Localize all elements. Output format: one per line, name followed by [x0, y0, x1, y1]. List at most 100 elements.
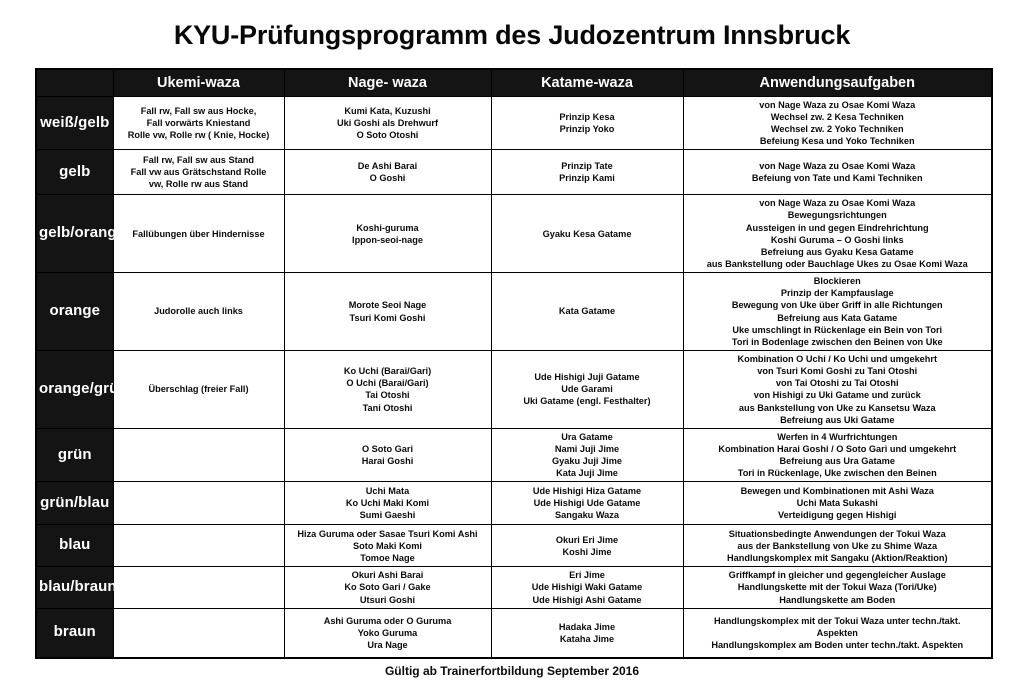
cell-anwendungsaufgaben: Bewegen und Kombinationen mit Ashi Waza U… [682, 481, 993, 526]
belt-rank-line: grün [57, 445, 92, 463]
belt-rank-cell: gelb/orange [35, 194, 125, 274]
cell-line: Tani Otoshi [362, 402, 413, 413]
cell-line: O Goshi [369, 173, 406, 184]
cell-ukemi-waza: Fallübungen über Hindernisse [112, 194, 285, 274]
cell-line: Utsuri Goshi [359, 594, 416, 605]
cell-anwendungsaufgaben: Werfen in 4 Wurfrichtungen Kombination Ha… [682, 427, 993, 483]
cell-line: Morote Seoi Nage [348, 300, 427, 311]
cell-katame-waza: Ude Hishigi Juji Gatame Ude Garami Uki Gat… [490, 349, 684, 429]
cell-line: Handlungskomplex mit Sangaku (Aktion/Rea… [726, 552, 948, 563]
cell-nage-waza: Hiza Guruma oder Sasae Tsuri Komi Ashi So… [283, 524, 492, 568]
cell-line: O Soto Gari [361, 443, 414, 454]
cell-ukemi-waza: Überschlag (freier Fall) [112, 349, 285, 429]
cell-line: Koshi-guruma [356, 222, 419, 233]
cell-katame-waza: Eri Jime Ude Hishigi Waki Gatame Ude Hishi… [490, 566, 684, 609]
cell-line: Ude Hishigi Waki Gatame [531, 582, 643, 593]
belt-rank-cell: weiß/gelb [35, 95, 114, 151]
cell-anwendungsaufgaben: Kombination O Uchi / Ko Uchi und umgekeh… [682, 349, 993, 429]
cell-line: Kumi Kata, Kuzushi [344, 105, 431, 116]
cell-line: Wechsel zw. 2 Kesa Techniken [770, 111, 904, 122]
cell-line: Bewegung von Uke über Griff in alle Rich… [731, 300, 943, 311]
cell-anwendungsaufgaben: von Nage Waza zu Osae Komi Waza Befeiung … [682, 149, 993, 196]
belt-rank-line: braun [53, 623, 96, 641]
cell-line: Prinzip Tate [561, 161, 613, 172]
belt-rank-line: braun [74, 578, 117, 596]
cell-nage-waza: Ashi Guruma oder O Guruma Yoko Guruma Ura … [283, 607, 492, 659]
cell-line: Blockieren [813, 276, 861, 287]
cell-line: Befreiung aus Kata Gatame [777, 312, 898, 323]
cell-ukemi-waza [112, 427, 285, 483]
cell-line: Koshi Jime [562, 546, 612, 557]
belt-rank-line: blau [59, 536, 91, 554]
cell-line: Aussteigen in und gegen Eindrehrichtung [745, 222, 929, 233]
cell-nage-waza: Uchi Mata Ko Uchi Maki Komi Sumi Gaeshi [283, 481, 492, 526]
cell-line: Okuri Ashi Barai [351, 570, 424, 581]
cell-anwendungsaufgaben: Handlungskomplex mit der Tokui Waza unte… [682, 607, 993, 659]
belt-rank-cell: grün [35, 427, 114, 483]
cell-line: Sumi Gaeshi [359, 510, 416, 521]
cell-line: O Soto Otoshi [356, 130, 419, 141]
cell-line: Soto Maki Komi [353, 540, 422, 551]
belt-rank-line: weiß/ [40, 113, 79, 131]
cell-line: aus Bankstellung von Uke zu Kansetsu Waz… [738, 402, 936, 413]
cell-line: Situationsbedingte Anwendungen der Tokui… [728, 528, 946, 539]
cell-line: Okuri Eri Jime [555, 534, 619, 545]
cell-line: Befreiung aus Gyaku Kesa Gatame [760, 246, 914, 257]
cell-line: Ude Hishigi Ashi Gatame [532, 594, 642, 605]
page-title: KYU-Prüfungsprogramm des Judozentrum Inn… [173, 20, 851, 50]
cell-line: Prinzip Kami [559, 173, 615, 184]
cell-line: Verteidigung gegen Hishigi [778, 510, 897, 521]
cell-line: Handlungskette am Boden [779, 594, 896, 605]
cell-line: Ko Uchi (Barai/Gari) [343, 366, 432, 377]
belt-rank-cell: orange/grün [35, 349, 128, 429]
cell-line: Eri Jime [569, 570, 605, 581]
belt-rank-cell: braun [35, 607, 114, 659]
cell-line: Überschlag (freier Fall) [148, 384, 249, 395]
belt-rank-line: blau [78, 493, 110, 511]
cell-line: Harai Goshi [361, 456, 414, 467]
cell-line: vw, Rolle rw aus Stand [148, 179, 249, 190]
kyu-table-container: Ukemi-waza Nage- waza Katame-waza Anwend… [35, 67, 993, 659]
cell-line: Tori in Rückenlage, Uke zwischen den Bei… [737, 468, 937, 479]
cell-line: Ko Soto Gari / Gake [344, 582, 431, 593]
cell-line: Prinzip Kesa [559, 111, 615, 122]
cell-line: Aspekten [816, 627, 858, 638]
cell-katame-waza: Hadaka Jime Kataha Jime [490, 607, 684, 659]
cell-line: Kombination O Uchi / Ko Uchi und umgekeh… [737, 353, 938, 364]
cell-line: Befreiung aus Uki Gatame [780, 414, 895, 425]
kyu-exam-table: Ukemi-waza Nage- waza Katame-waza Anwend… [35, 67, 993, 659]
cell-line: Uke umschlingt in Rückenlage ein Bein vo… [732, 324, 943, 335]
cell-line: Koshi Guruma – O Goshi links [770, 234, 904, 245]
belt-rank-cell: grün/blau [35, 481, 114, 526]
belt-rank-line: blau/ [39, 578, 75, 596]
cell-katame-waza: Prinzip Tate Prinzip Kami [490, 149, 684, 196]
cell-line: von Nage Waza zu Osae Komi Waza [759, 99, 916, 110]
cell-line: Griffkampf in gleicher und gegengleicher… [728, 570, 946, 581]
cell-line: Uki Gatame (engl. Festhalter) [523, 396, 651, 407]
cell-line: Nami Juji Jime [554, 443, 620, 454]
cell-nage-waza: Morote Seoi Nage Tsuri Komi Goshi [283, 272, 492, 351]
cell-line: Kata Gatame [558, 306, 616, 317]
cell-line: Prinzip der Kampfauslage [780, 288, 894, 299]
cell-line: Handlungskette mit der Tokui Waza (Tori/… [737, 582, 937, 593]
cell-line: Kombination Harai Goshi / O Soto Gari un… [718, 443, 957, 454]
table-row: blau/braun Okuri Ashi Barai Ko Soto Gari /… [35, 566, 993, 609]
cell-nage-waza: De Ashi Barai O Goshi [283, 149, 492, 196]
column-header-belt [35, 68, 114, 97]
cell-line: Uchi Mata Sukashi [796, 498, 878, 509]
belt-rank-line: grün [93, 379, 128, 397]
cell-line: Tai Otoshi [365, 390, 410, 401]
belt-rank-cell: gelb [35, 149, 114, 196]
cell-line: Wechsel zw. 2 Yoko Techniken [770, 123, 904, 134]
table-row: grün/blau Uchi Mata Ko Uchi Maki Komi Sumi … [35, 481, 993, 526]
cell-line: Ude Hishigi Ude Gatame [533, 498, 641, 509]
cell-line: Prinzip Yoko [559, 123, 615, 134]
belt-rank-cell: orange [35, 272, 114, 351]
table-header: Ukemi-waza Nage- waza Katame-waza Anwend… [35, 68, 993, 97]
cell-line: Fall vorwärts Kniestand [146, 117, 251, 128]
cell-line: Uki Goshi als Drehwurf [336, 117, 439, 128]
cell-line: von Nage Waza zu Osae Komi Waza [759, 198, 916, 209]
cell-ukemi-waza [112, 524, 285, 568]
cell-line: von Tai Otoshi zu Tai Otoshi [775, 378, 899, 389]
cell-line: aus der Bankstellung von Uke zu Shime Wa… [737, 540, 938, 551]
